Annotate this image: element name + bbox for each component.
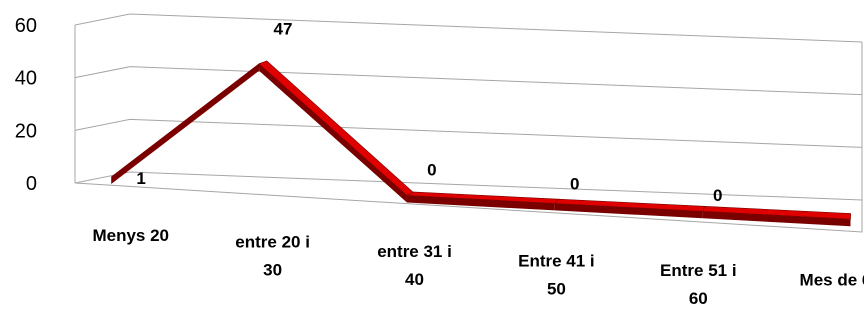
x-tick-label-0: Menys 20 [92,226,169,245]
y-tick-label-1: 20 [15,120,37,142]
ribbon-edge-4 [702,211,851,227]
gridline-2 [74,66,863,96]
x-axis-labels: Menys 20 entre 20 i 30 entre 31 i 40 Entre 41… [92,226,864,308]
x-tick-label-5: Mes de 60 [800,270,864,289]
y-tick-label-2: 40 [15,68,37,90]
data-labels: 1470000 [136,19,864,226]
y-axis-ticks: 0 20 40 60 [15,15,37,195]
gridline-3 [74,13,863,43]
floor-edge [74,182,863,233]
x-tick-label-4: Entre 51 i 60 [660,261,737,308]
x-tick-label-1: entre 20 i 30 [235,232,310,279]
data-label-2: 0 [427,161,436,180]
ribbon-edge-2 [406,195,555,211]
gridline-0 [74,171,863,201]
gridline-1 [74,118,863,148]
ribbon-edge-1 [259,63,407,203]
data-label-4: 0 [713,186,722,205]
data-label-1: 47 [274,19,293,38]
series-ribbon [111,60,851,227]
data-label-0: 1 [136,169,145,188]
ribbon-segment-1 [258,60,414,196]
y-tick-label-0: 0 [26,173,37,195]
x-tick-label-3: Entre 41 i 50 [518,251,595,298]
data-label-3: 0 [570,174,579,193]
gridlines [74,13,863,233]
y-tick-label-3: 60 [15,15,37,37]
ribbon-edge-3 [554,203,703,219]
x-tick-label-2: entre 31 i 40 [377,242,452,289]
ribbon-edge-0 [111,63,260,185]
